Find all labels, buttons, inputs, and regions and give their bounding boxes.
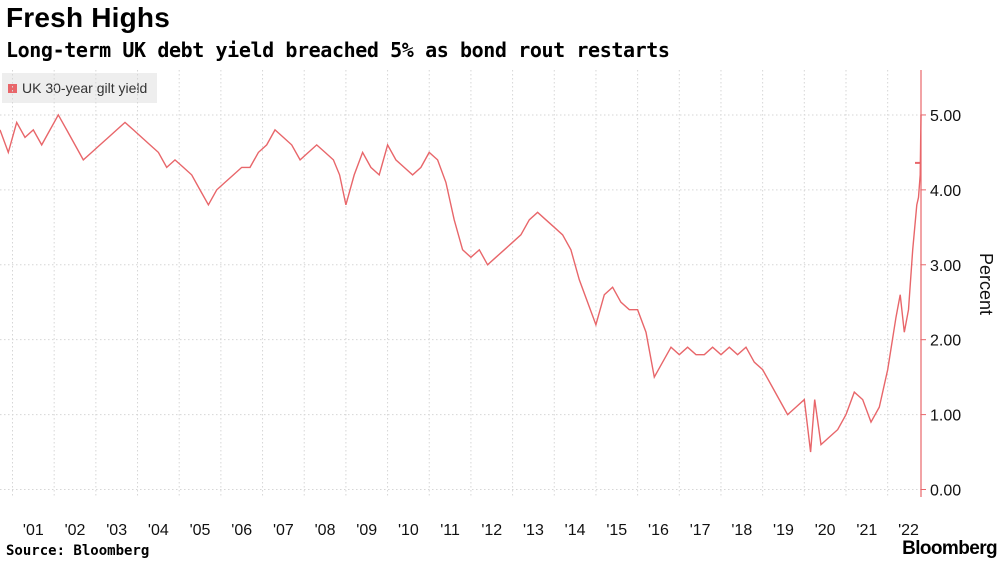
x-tick-label: '13 — [523, 522, 544, 539]
x-tick-label: '20 — [815, 522, 836, 539]
x-tick-label: '09 — [356, 522, 377, 539]
x-tick-label: '16 — [648, 522, 669, 539]
y-axis: 5.00 4.00 3.00 2.00 1.00 0.00 — [921, 108, 961, 500]
chart-title: Fresh Highs — [6, 2, 171, 33]
x-tick-label: '11 — [440, 522, 460, 539]
y-tick-label: 1.00 — [930, 408, 961, 425]
legend-label: UK 30-year gilt yield — [22, 80, 148, 96]
x-tick-label: '19 — [773, 522, 794, 539]
y-tick-label: 2.00 — [930, 333, 961, 350]
x-tick-label: '06 — [231, 522, 252, 539]
y-tick-label: 5.00 — [930, 108, 961, 125]
x-tick-label: '07 — [273, 522, 294, 539]
grid-lines — [0, 70, 921, 497]
x-tick-label: '10 — [398, 522, 419, 539]
y-tick-label: 4.00 — [930, 183, 961, 200]
chart-subtitle: Long-term UK debt yield breached 5% as b… — [6, 38, 670, 62]
x-tick-label: '03 — [106, 522, 127, 539]
x-tick-label: '02 — [65, 522, 86, 539]
x-axis: '01 '02 '03 '04 '05 '06 '07 '08 '09 '10 '11 '12 '13 '… — [23, 522, 919, 539]
x-tick-label: '05 — [190, 522, 211, 539]
x-tick-label: '21 — [856, 522, 877, 539]
y-tick-label: 0.00 — [930, 483, 961, 500]
x-tick-label: '14 — [565, 522, 586, 539]
x-tick-label: '18 — [731, 522, 752, 539]
x-tick-label: '08 — [315, 522, 336, 539]
bloomberg-logo: Bloomberg — [902, 538, 997, 559]
x-tick-label: '17 — [690, 522, 711, 539]
x-tick-label: '22 — [898, 522, 919, 539]
x-tick-label: '04 — [148, 522, 169, 539]
legend: UK 30-year gilt yield — [2, 73, 158, 103]
legend-swatch — [8, 83, 17, 93]
x-tick-label: '12 — [481, 522, 502, 539]
y-tick-label: 3.00 — [930, 258, 961, 275]
y-axis-label: Percent — [976, 253, 996, 315]
source-note: Source: Bloomberg — [6, 543, 150, 559]
x-tick-label: '01 — [23, 522, 44, 539]
x-tick-label: '15 — [606, 522, 627, 539]
series-line-uk-30y-gilt — [0, 113, 922, 453]
